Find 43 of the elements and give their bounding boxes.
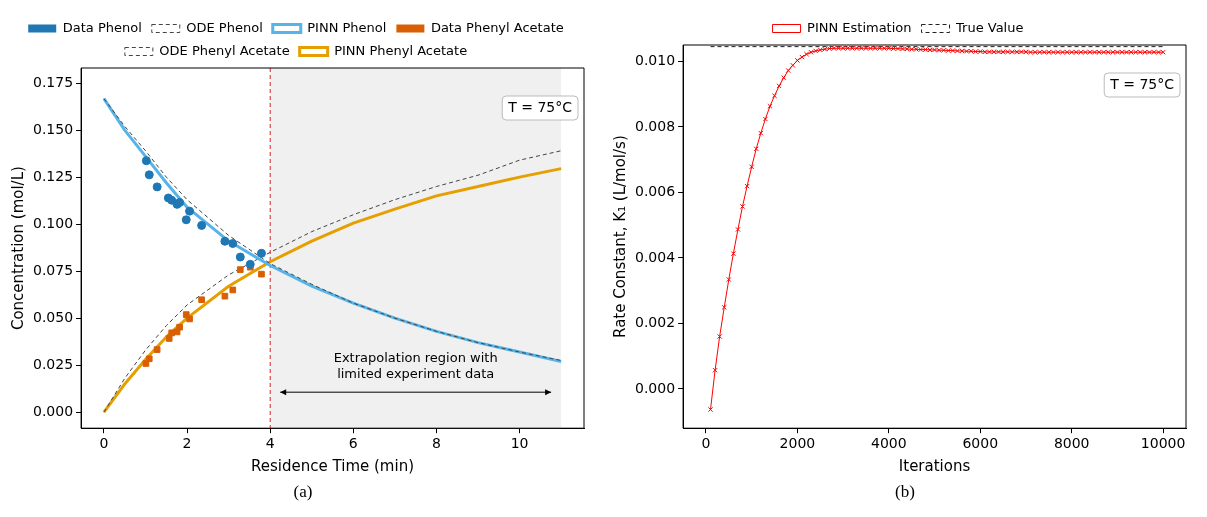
- x-axis-title: Iterations: [898, 456, 971, 475]
- y-tick-label: 0.100: [32, 214, 74, 231]
- x-tick-label: 4000: [871, 435, 907, 452]
- annotation: T = 75°C: [1109, 75, 1175, 92]
- x-tick-label: 8: [431, 435, 441, 452]
- x-axis-title: Residence Time (min): [251, 456, 415, 475]
- legend-label: PINN Phenol: [307, 19, 387, 35]
- y-tick-label: 0.150: [32, 120, 74, 137]
- y-tick-label: 0.025: [32, 355, 74, 372]
- legend-label: Data Phenol: [62, 19, 142, 35]
- y-tick-label: 0.002: [634, 314, 676, 331]
- x-tick-label: 4: [265, 435, 275, 452]
- text: (a): [293, 482, 313, 502]
- legend-label: True Value: [955, 19, 1024, 35]
- y-tick-label: 0.004: [634, 248, 676, 265]
- y-tick-label: 0.010: [634, 52, 676, 69]
- x-tick-label: 8000: [1053, 435, 1090, 452]
- y-tick-label: 0.006: [634, 183, 676, 200]
- y-tick-label: 0.000: [634, 379, 676, 396]
- y-tick-label: 0.000: [32, 402, 74, 419]
- legend-label: PINN Estimation: [807, 19, 912, 35]
- y-tick-label: 0.175: [32, 73, 74, 90]
- y-axis-title: Rate Constant, K₁ (L/mol/s): [610, 135, 629, 338]
- legend-label: ODE Phenyl Acetate: [159, 42, 290, 58]
- y-tick-label: 0.008: [634, 117, 676, 134]
- y-tick-label: 0.075: [32, 261, 74, 278]
- y-tick-label: 0.125: [32, 167, 74, 184]
- x-tick-label: 6000: [962, 435, 999, 452]
- annotation: T = 75°C: [507, 98, 573, 115]
- x-tick-label: 6: [348, 435, 358, 452]
- x-tick-label: 2: [182, 435, 192, 452]
- legend-label: ODE Phenol: [186, 19, 263, 35]
- y-tick-label: 0.050: [32, 308, 74, 325]
- legend-label: Data Phenyl Acetate: [430, 19, 564, 35]
- x-tick-label: 2000: [779, 435, 816, 452]
- text: (b): [895, 482, 915, 502]
- x-tick-label: 10: [510, 435, 529, 452]
- x-tick-label: 0: [701, 435, 711, 452]
- x-tick-label: 10000: [1140, 435, 1186, 452]
- annotation: Extrapolation region with limited experiment data: [333, 350, 498, 382]
- legend-label: PINN Phenyl Acetate: [334, 42, 468, 58]
- y-axis-title: Concentration (mol/L): [8, 166, 27, 331]
- x-tick-label: 0: [99, 435, 109, 452]
